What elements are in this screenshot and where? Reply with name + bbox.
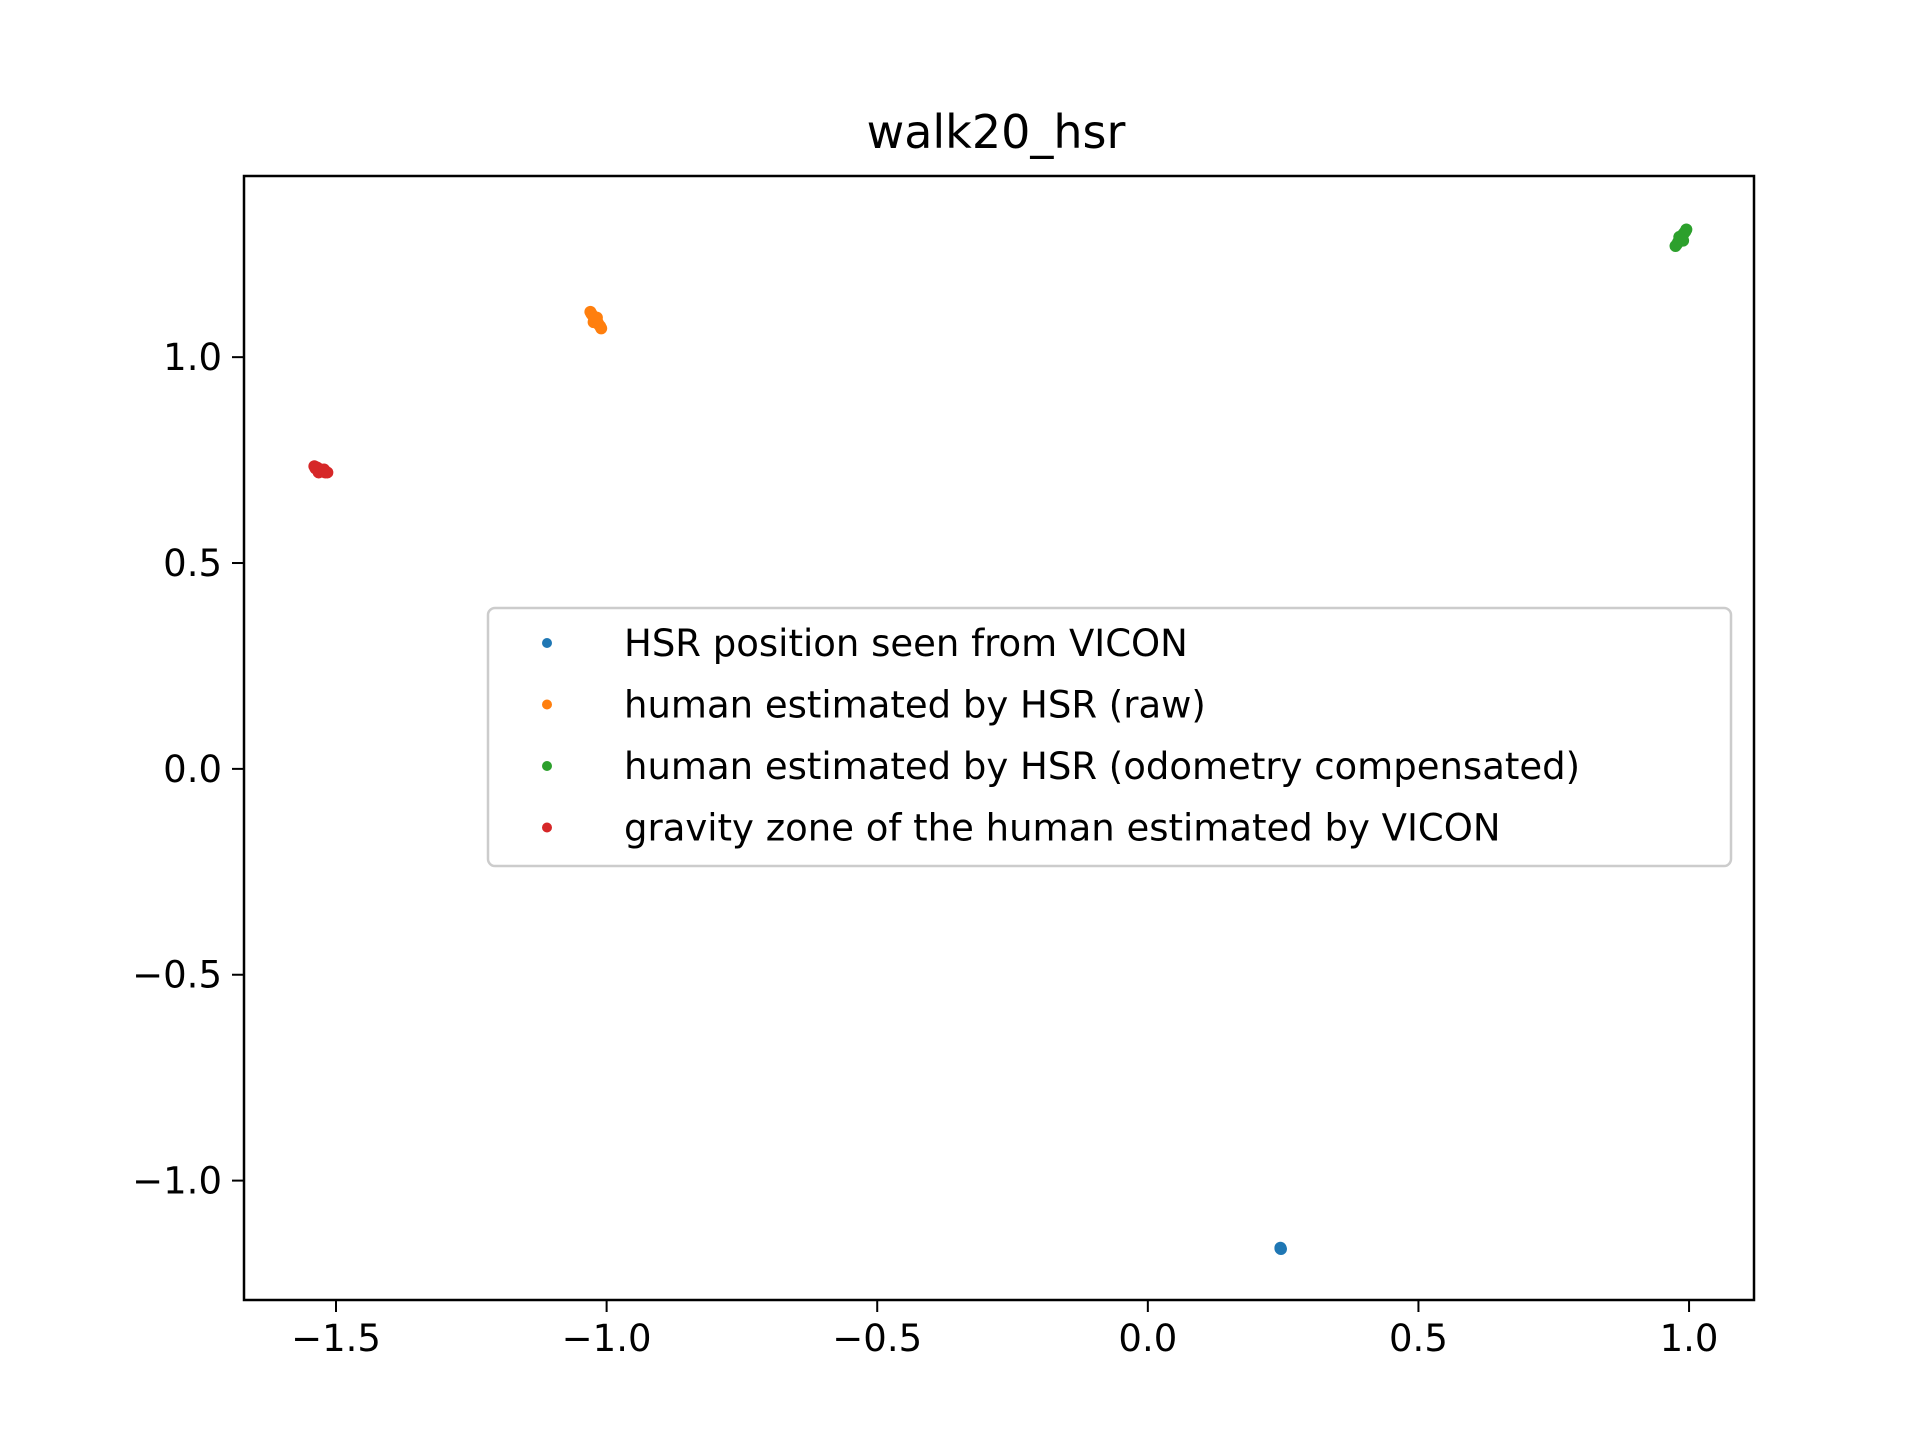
x-tick-label: −1.5	[291, 1317, 381, 1360]
legend-marker-0	[542, 638, 552, 648]
y-tick-label: 1.0	[163, 336, 222, 379]
legend-marker-3	[542, 822, 552, 833]
legend-label-3: gravity zone of the human estimated by V…	[624, 807, 1501, 850]
legend: HSR position seen from VICON human estima…	[486, 606, 1733, 868]
x-axis: −1.5 −1.0 −0.5 0.0 0.5 1.0	[291, 1300, 1718, 1360]
scatter-point-s3-9	[321, 466, 334, 479]
y-axis: −1.0 −0.5 0.0 0.5 1.0	[132, 336, 244, 1203]
legend-label-1: human estimated by HSR (raw)	[624, 684, 1206, 727]
scatter-point-s2-10	[1677, 234, 1690, 247]
y-tick-label: −0.5	[132, 954, 222, 997]
scatter-point-s0-2	[1274, 1242, 1287, 1255]
x-tick-label: −1.0	[562, 1317, 652, 1360]
plot-frame	[242, 174, 1756, 1302]
legend-marker-1	[542, 699, 552, 710]
chart-title: walk20_hsr	[867, 105, 1126, 159]
x-tick-label: −0.5	[832, 1317, 922, 1360]
x-tick-label: 0.0	[1118, 1317, 1177, 1360]
scatter-point-s1-10	[590, 311, 603, 324]
x-tick-label: 0.5	[1389, 1317, 1448, 1360]
legend-marker-2	[542, 761, 552, 771]
data-points	[308, 223, 1693, 1255]
y-tick-label: 0.0	[163, 748, 222, 791]
legend-label-2: human estimated by HSR (odometry compens…	[624, 745, 1580, 788]
x-tick-label: 1.0	[1660, 1317, 1719, 1360]
legend-label-0: HSR position seen from VICON	[624, 622, 1188, 665]
legend-frame	[486, 606, 1733, 868]
y-tick-label: 0.5	[163, 542, 222, 585]
y-tick-label: −1.0	[132, 1160, 222, 1203]
